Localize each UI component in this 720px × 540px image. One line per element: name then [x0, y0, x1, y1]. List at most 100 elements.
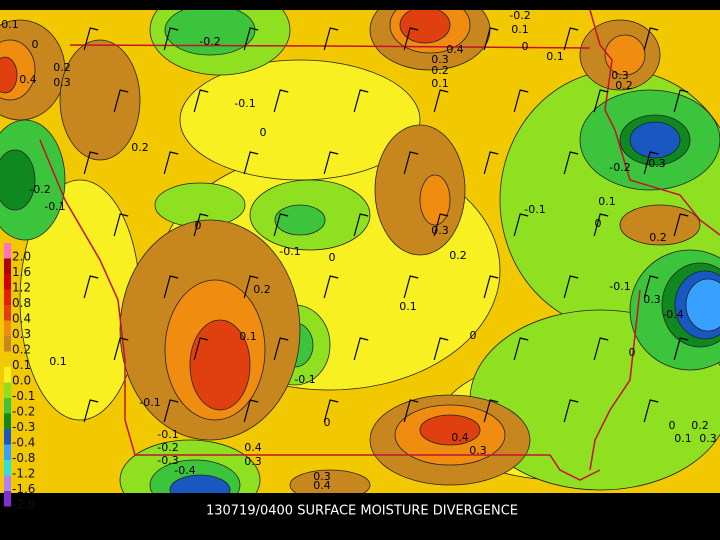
legend-label: 0.0 [12, 373, 31, 387]
contour-label: 0.1 [598, 195, 616, 208]
legend-label: 0.4 [12, 311, 31, 325]
contour-region [685, 278, 720, 332]
contour-label: -0.1 [524, 203, 545, 216]
wind-barbs [83, 27, 689, 423]
wind-barb [563, 275, 579, 299]
contour-region [419, 414, 481, 446]
contour-label: 0.2 [449, 249, 467, 262]
contour-label: 0.4 [451, 431, 469, 444]
wind-barb [323, 399, 339, 423]
wind-barb [563, 399, 579, 423]
wind-barb [163, 275, 179, 299]
wind-barb [353, 337, 369, 361]
contour-region [629, 121, 681, 159]
contour-label: -0.3 [157, 454, 178, 467]
contour-label: 0.3 [469, 444, 487, 457]
contour-region [604, 34, 646, 76]
wind-barb [113, 213, 129, 237]
legend-label: -1.6 [12, 482, 35, 496]
contour-label: 0.1 [674, 432, 692, 445]
contour-label: 0.3 [313, 470, 331, 483]
legend-swatch [4, 274, 11, 290]
wind-barb [643, 27, 659, 51]
legend-swatch [4, 258, 11, 274]
contour-label: -0.2 [609, 161, 630, 174]
contour-label: -0.3 [644, 157, 665, 170]
legend-label: -0.1 [12, 389, 35, 403]
contour-label: -0.4 [174, 464, 195, 477]
contour-label: 0.2 [253, 283, 271, 296]
wind-barb [193, 89, 209, 113]
wind-barb [353, 213, 369, 237]
contour-label: 0.3 [244, 455, 262, 468]
wind-barb [483, 275, 499, 299]
wind-barb [353, 89, 369, 113]
wind-barb [243, 27, 259, 51]
legend-label: -1.2 [12, 466, 35, 480]
contour-region [0, 56, 18, 94]
contour-region [419, 174, 451, 226]
wind-barb [193, 337, 209, 361]
wind-barb [243, 151, 259, 175]
wind-barb [483, 27, 499, 51]
contour-label: -0.2 [509, 9, 530, 22]
wind-barb [113, 89, 129, 113]
contour-label: 0.3 [431, 53, 449, 66]
contour-label: 0.1 [546, 50, 564, 63]
contour-label: -0.2 [29, 183, 50, 196]
wind-barb [593, 337, 609, 361]
legend-swatch [4, 367, 11, 383]
border [69, 44, 591, 49]
wind-barb [563, 151, 579, 175]
legend-swatch [4, 243, 11, 259]
contour-region [0, 149, 36, 211]
contour-label: -0.1 [279, 245, 300, 258]
wind-barb [673, 89, 689, 113]
legend-swatch [4, 444, 11, 460]
contour-label: 0.3 [53, 76, 71, 89]
contour-label: 0.4 [313, 479, 331, 492]
legend-label: -0.4 [12, 435, 35, 449]
legend-swatch [4, 320, 11, 336]
wind-barb [163, 399, 179, 423]
wind-barb [643, 399, 659, 423]
wind-barb [563, 27, 579, 51]
contour-label: 0.1 [431, 77, 449, 90]
contour-label: -0.1 [44, 200, 65, 213]
contour-region [59, 39, 141, 161]
wind-barb [323, 27, 339, 51]
legend-label: -0.8 [12, 451, 35, 465]
contour-label: -0.1 [234, 97, 255, 110]
contour-region [274, 204, 326, 236]
wind-barb [643, 151, 659, 175]
contour-label: 0.2 [131, 141, 149, 154]
contour-label: -0.2 [199, 35, 220, 48]
contour-label: 0 [324, 416, 331, 429]
contour-label: 0.2 [649, 231, 667, 244]
contour-label: -0.1 [294, 373, 315, 386]
wind-barb [273, 213, 289, 237]
contour-label: -0.1 [139, 396, 160, 409]
wind-barb [193, 213, 209, 237]
contour-label: 0 [260, 126, 267, 139]
contour-label: 0.4 [19, 73, 37, 86]
contour-label: 0 [669, 419, 676, 432]
contour-label: -0.4 [662, 308, 683, 321]
contour-labels: -0.10-0.20.40.30.20.1-0.20.100.10.30.20.… [0, 9, 717, 492]
contour-label: 0.1 [399, 300, 417, 313]
contour-label: 0 [595, 217, 602, 230]
contour-label: 0.2 [691, 419, 709, 432]
legend-label: -2.0 [12, 497, 35, 511]
legend-swatch [4, 429, 11, 445]
bottom-strip [0, 493, 720, 540]
legend-swatch [4, 398, 11, 414]
legend-label: 1.2 [12, 280, 31, 294]
border [39, 139, 136, 456]
border [589, 9, 720, 236]
wind-barb [163, 151, 179, 175]
contour-region [374, 124, 466, 256]
wind-barb [273, 337, 289, 361]
caption: 130719/0400 SURFACE MOISTURE DIVERGENCE [206, 504, 518, 519]
legend-swatch [4, 305, 11, 321]
legend: 2.01.61.20.80.40.30.20.10.0-0.1-0.2-0.3-… [4, 243, 35, 511]
